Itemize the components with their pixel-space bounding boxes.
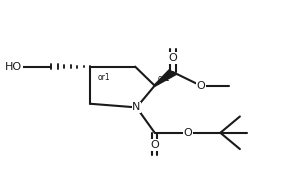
Text: O: O: [184, 128, 192, 138]
Polygon shape: [154, 70, 177, 86]
Text: HO: HO: [5, 62, 22, 72]
Text: N: N: [132, 102, 141, 112]
Text: O: O: [168, 53, 177, 63]
Text: or1: or1: [158, 74, 171, 83]
Text: O: O: [196, 81, 205, 91]
Text: O: O: [150, 140, 159, 150]
Text: or1: or1: [98, 73, 110, 82]
